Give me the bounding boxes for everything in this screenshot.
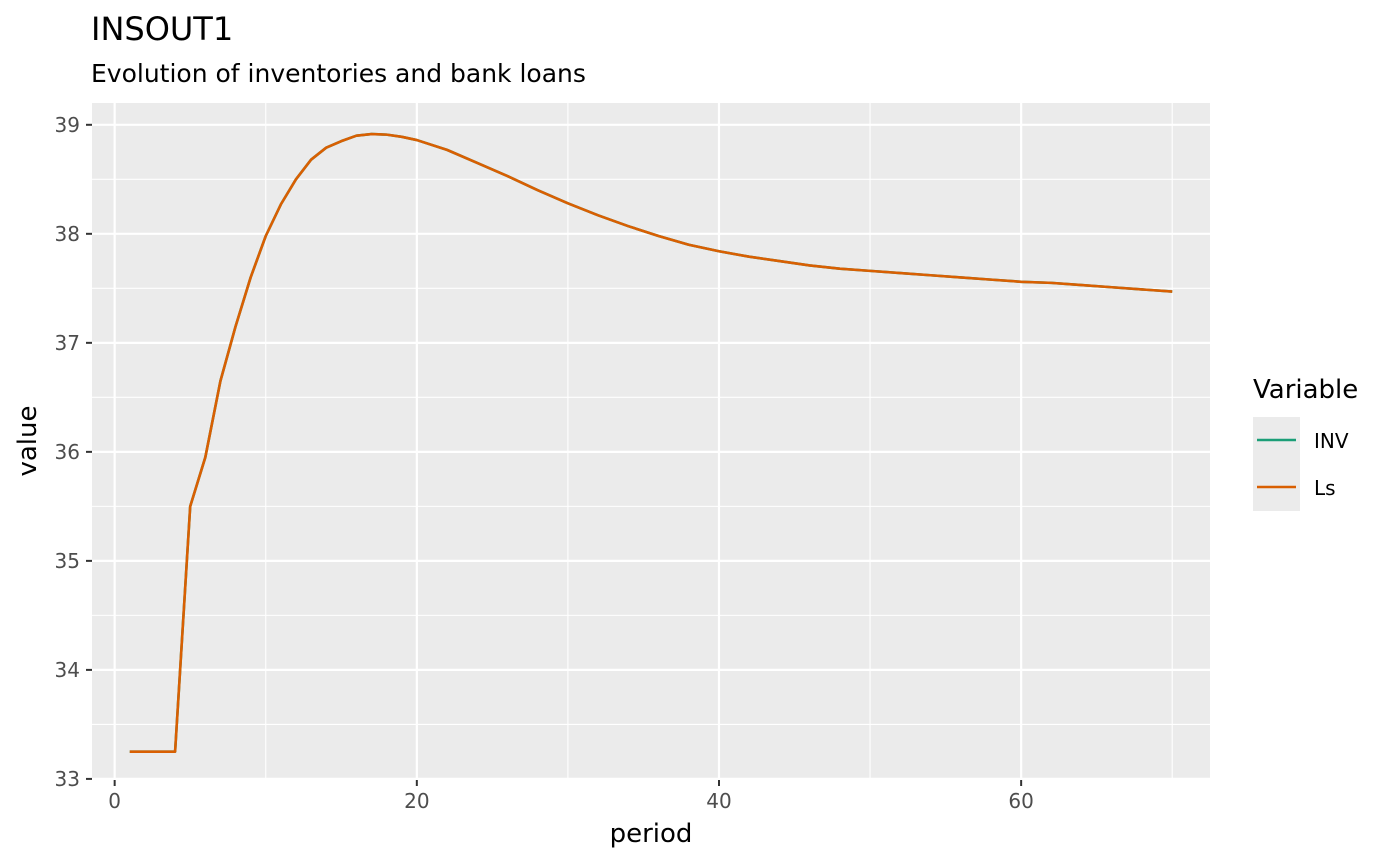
series-line-ls — [129, 132, 1173, 753]
x-axis: 0 20 40 60 — [108, 780, 1034, 813]
chart-title: INSOUT1 — [91, 10, 233, 48]
plot-panel — [92, 103, 1210, 780]
chart-subtitle: Evolution of inventories and bank loans — [91, 59, 586, 88]
legend: Variable INV Ls — [1253, 375, 1358, 511]
x-tick-label: 40 — [706, 789, 731, 813]
major-gridlines — [92, 103, 1210, 781]
legend-title: Variable — [1253, 375, 1358, 405]
legend-label-ls: Ls — [1314, 476, 1336, 500]
y-axis-title: value — [13, 405, 43, 476]
x-axis-title: period — [610, 819, 693, 849]
minor-gridlines — [92, 103, 1210, 780]
x-tick-label: 0 — [108, 789, 121, 813]
y-tick-label: 33 — [55, 767, 80, 791]
y-tick-label: 39 — [55, 113, 80, 137]
y-axis: 33 34 35 36 37 38 39 — [55, 113, 92, 791]
x-tick-label: 20 — [404, 789, 429, 813]
x-tick-label: 60 — [1008, 789, 1033, 813]
y-tick-label: 38 — [55, 222, 80, 246]
y-tick-label: 35 — [55, 549, 80, 573]
y-tick-label: 37 — [55, 331, 80, 355]
y-tick-label: 34 — [55, 658, 80, 682]
y-tick-label: 36 — [55, 440, 80, 464]
legend-label-inv: INV — [1314, 429, 1349, 453]
series-layer — [129, 132, 1173, 753]
